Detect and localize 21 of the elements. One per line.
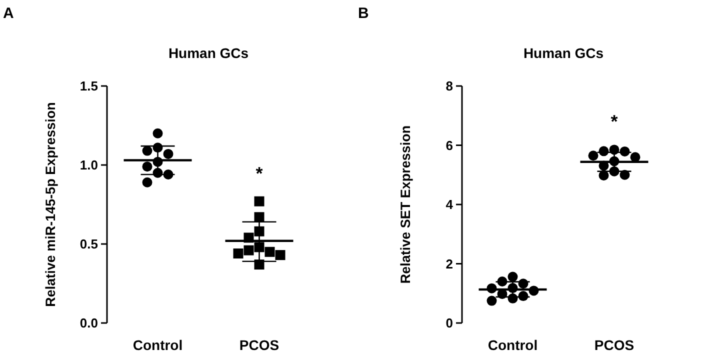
y-axis-title: Relative SET Expression bbox=[398, 125, 413, 284]
text: A bbox=[3, 5, 14, 22]
text: B bbox=[358, 5, 369, 22]
annotation: * bbox=[256, 163, 263, 184]
y-axis-title: Relative miR-145-5p Expression bbox=[43, 102, 58, 307]
x-tick-label: Control bbox=[132, 337, 183, 353]
y-tick-label: 1.0 bbox=[80, 158, 98, 173]
y-tick-label: 2 bbox=[446, 256, 453, 272]
annotation: * bbox=[610, 112, 618, 132]
y-tick-label: 0.5 bbox=[80, 236, 98, 252]
y-tick-label: 1.5 bbox=[80, 78, 98, 94]
y-tick-label: 0 bbox=[446, 316, 453, 331]
x-tick-label: PCOS bbox=[239, 337, 280, 353]
y-tick-label: 6 bbox=[446, 138, 453, 153]
x-tick-label: Control bbox=[488, 337, 538, 353]
x-tick-label: PCOS bbox=[594, 337, 634, 353]
y-tick-label: 4 bbox=[446, 197, 454, 212]
y-tick-label: 0.0 bbox=[80, 316, 98, 331]
chart-title: Human GCs bbox=[523, 45, 604, 61]
chart-title: Human GCs bbox=[168, 45, 249, 61]
y-tick-label: 8 bbox=[446, 78, 453, 94]
